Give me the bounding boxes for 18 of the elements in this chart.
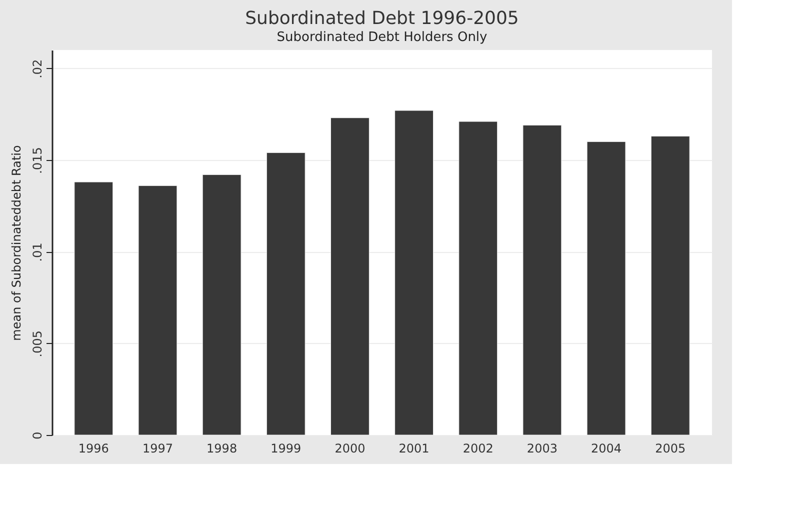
y-tick-label: 0 bbox=[30, 432, 44, 440]
y-tick-label: .005 bbox=[30, 330, 44, 358]
x-tick-label: 1997 bbox=[142, 442, 173, 456]
x-tick-label: 1999 bbox=[270, 442, 302, 456]
chart-subtitle: Subordinated Debt Holders Only bbox=[276, 30, 488, 45]
x-tick-label: 1996 bbox=[78, 442, 109, 456]
y-tick-label: .02 bbox=[30, 59, 44, 78]
x-tick-label: 1998 bbox=[206, 442, 238, 456]
x-tick-label: 2003 bbox=[526, 442, 558, 456]
x-tick-label: 2004 bbox=[591, 442, 622, 456]
y-tick-label: .01 bbox=[30, 242, 44, 262]
x-tick-label: 2002 bbox=[462, 442, 494, 456]
chart-title: Subordinated Debt 1996-2005 bbox=[245, 8, 519, 29]
y-tick-label: .015 bbox=[30, 147, 44, 174]
x-tick-label: 2005 bbox=[655, 442, 686, 456]
x-tick-label: 2000 bbox=[334, 442, 366, 456]
x-tick-label: 2001 bbox=[398, 442, 430, 456]
y-axis-title: mean of Subordinateddebt Ratio bbox=[10, 145, 24, 341]
